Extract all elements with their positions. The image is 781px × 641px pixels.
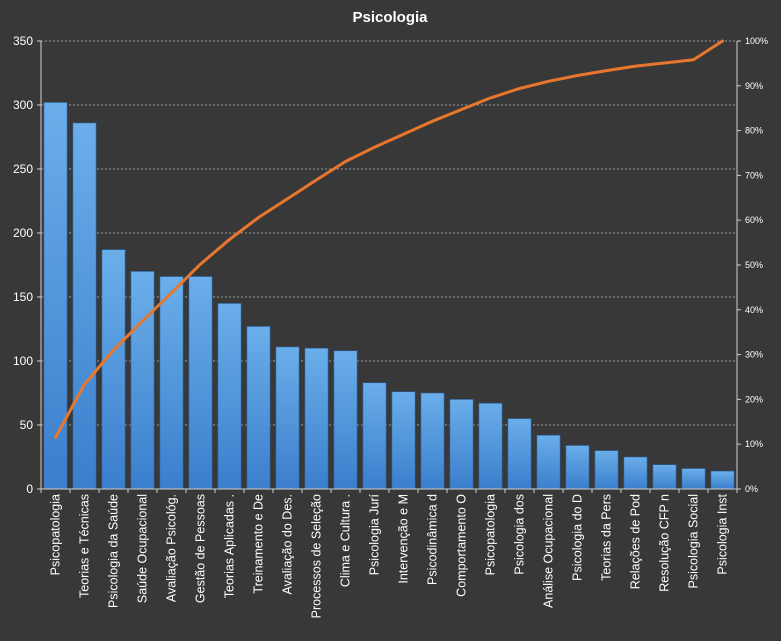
bar bbox=[565, 445, 590, 490]
x-category-label: Psicologia do D bbox=[571, 494, 585, 581]
bar bbox=[594, 450, 619, 490]
x-category-label: Gestão de Pessoas bbox=[194, 494, 208, 603]
y-tick-label: 350 bbox=[13, 34, 33, 48]
x-category-label: Avaliação Psicológ. bbox=[165, 494, 179, 602]
y2-tick-label: 0% bbox=[745, 484, 758, 494]
x-category-label: Psicologia Inst bbox=[716, 493, 730, 574]
bar bbox=[43, 102, 68, 490]
y2-tick-label: 80% bbox=[745, 126, 763, 136]
x-category-label: Psicologia Social bbox=[687, 494, 701, 589]
bar bbox=[478, 402, 503, 490]
x-category-label: Psicologia dos bbox=[513, 494, 527, 575]
y-tick-label: 0 bbox=[26, 482, 33, 496]
y2-tick-label: 10% bbox=[745, 439, 763, 449]
x-category-label: Processos de Seleção bbox=[310, 494, 324, 618]
y2-tick-label: 90% bbox=[745, 81, 763, 91]
y-tick-label: 50 bbox=[20, 418, 34, 432]
x-category-label: Psicopatologia bbox=[49, 494, 63, 575]
bar bbox=[391, 391, 416, 490]
y2-tick-label: 60% bbox=[745, 215, 763, 225]
x-category-label: Psicologia da Saúde bbox=[107, 494, 121, 608]
x-axis-categories: Psicopatologia Teorias e Técnicas Psicolog… bbox=[49, 493, 730, 618]
bar bbox=[362, 382, 387, 490]
y-tick-label: 250 bbox=[13, 162, 33, 176]
x-category-label: Teorias da Pers bbox=[600, 494, 614, 581]
bar bbox=[681, 468, 706, 490]
bar bbox=[449, 399, 474, 490]
bar bbox=[507, 418, 532, 490]
cumulative-line bbox=[54, 39, 724, 439]
y-tick-label: 200 bbox=[13, 226, 33, 240]
x-category-label: Resolução CFP n bbox=[658, 494, 672, 592]
x-category-label: Comportamento O bbox=[455, 494, 469, 597]
bar bbox=[536, 434, 561, 490]
bar bbox=[101, 249, 126, 490]
y2-tick-label: 100% bbox=[745, 36, 768, 46]
cumulative-percent-line bbox=[54, 39, 724, 439]
x-category-label: Avaliação do Des. bbox=[281, 494, 295, 595]
y2-tick-label: 20% bbox=[745, 394, 763, 404]
axes bbox=[37, 40, 741, 493]
bar bbox=[420, 392, 445, 490]
x-category-label: Psicologia Jurí bbox=[368, 493, 382, 575]
gridlines bbox=[41, 40, 737, 426]
y2-tick-label: 40% bbox=[745, 305, 763, 315]
bars bbox=[43, 102, 735, 490]
x-category-label: Clima e Cultura . bbox=[339, 494, 353, 587]
bar bbox=[710, 470, 735, 490]
x-category-label: Teorias e Técnicas bbox=[78, 494, 92, 598]
y-tick-label: 300 bbox=[13, 98, 33, 112]
bar bbox=[304, 347, 329, 490]
bar bbox=[275, 346, 300, 490]
x-category-label: Teorias Aplicadas . bbox=[223, 494, 237, 598]
x-category-label: Relações de Pod bbox=[629, 494, 643, 589]
bar bbox=[623, 456, 648, 490]
chart-title: Psicologia bbox=[352, 9, 428, 26]
y2-tick-label: 70% bbox=[745, 170, 763, 180]
bar bbox=[72, 122, 97, 490]
bar bbox=[130, 271, 155, 490]
x-category-label: Treinamento e De bbox=[252, 494, 266, 594]
y-tick-label: 100 bbox=[13, 354, 33, 368]
bar bbox=[333, 350, 358, 490]
bar bbox=[652, 464, 677, 490]
bar bbox=[246, 326, 271, 490]
x-category-label: Saúde Ocupacional bbox=[136, 494, 150, 603]
bar bbox=[159, 276, 184, 490]
x-category-label: Intervenção e M bbox=[397, 494, 411, 584]
x-category-label: Psicopatologia bbox=[484, 494, 498, 575]
y-axis-ticks: 0 50 100 150 200 250 300 350 bbox=[13, 34, 33, 496]
x-category-label: Análise Ocupacional bbox=[542, 494, 556, 608]
y2-tick-label: 50% bbox=[745, 260, 763, 270]
bar bbox=[188, 276, 213, 490]
x-category-label: Psicodinâmica d bbox=[426, 494, 440, 585]
bar bbox=[217, 303, 242, 490]
y-tick-label: 150 bbox=[13, 290, 33, 304]
y2-axis-ticks: 0% 10% 20% 30% 40% 50% 60% 70% 80% 90% 100% bbox=[745, 36, 768, 494]
y2-tick-label: 30% bbox=[745, 350, 763, 360]
